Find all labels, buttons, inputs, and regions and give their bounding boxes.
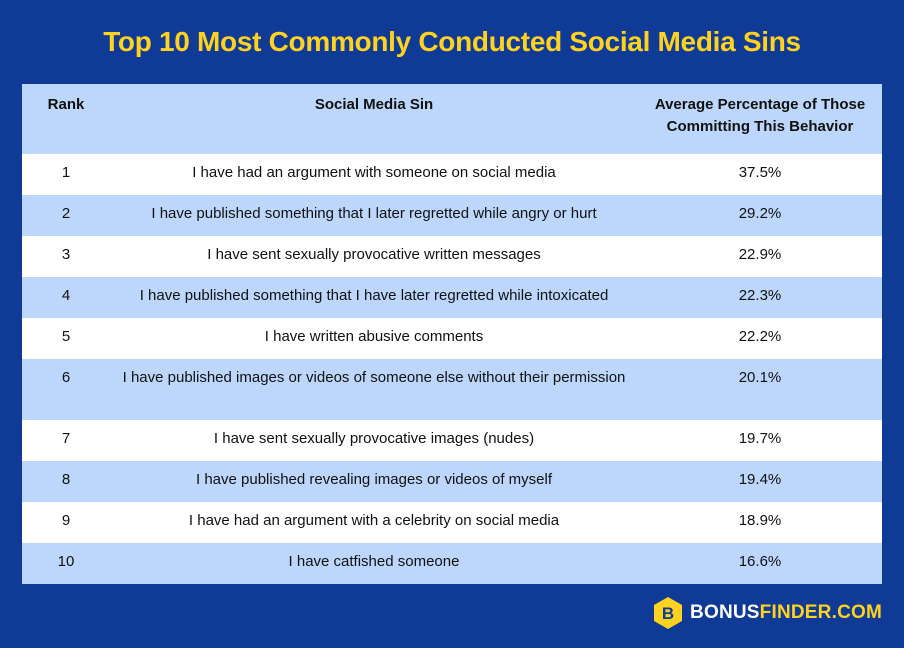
- sin-cell: I have published something that I have l…: [110, 277, 638, 318]
- percentage-cell: 37.5%: [638, 154, 882, 195]
- brand-name: BONUSFINDER.COM: [690, 602, 882, 624]
- sin-cell: I have had an argument with someone on s…: [110, 154, 638, 195]
- rank-cell: 9: [22, 502, 110, 543]
- rank-cell: 7: [22, 420, 110, 461]
- percentage-cell: 19.7%: [638, 420, 882, 461]
- table-header-row: Rank Social Media Sin Average Percentage…: [22, 84, 882, 154]
- brand-logo: B BONUSFINDER.COM: [652, 596, 882, 630]
- rank-cell: 3: [22, 236, 110, 277]
- page-title: Top 10 Most Commonly Conducted Social Me…: [103, 26, 801, 57]
- percentage-cell: 19.4%: [638, 461, 882, 502]
- percentage-cell: 16.6%: [638, 543, 882, 584]
- sin-cell: I have catfished someone: [110, 543, 638, 584]
- header-rank: Rank: [22, 84, 110, 154]
- table-row: 10 I have catfished someone 16.6%: [22, 543, 882, 584]
- sin-cell: I have published images or videos of som…: [110, 359, 638, 420]
- percentage-cell: 22.9%: [638, 236, 882, 277]
- percentage-cell: 22.3%: [638, 277, 882, 318]
- brand-name-part1: BONUS: [690, 602, 760, 623]
- svg-text:B: B: [662, 604, 674, 623]
- sin-cell: I have published something that I later …: [110, 195, 638, 236]
- bonusfinder-logo-icon: B: [654, 597, 683, 629]
- rank-cell: 8: [22, 461, 110, 502]
- rank-cell: 4: [22, 277, 110, 318]
- percentage-cell: 29.2%: [638, 195, 882, 236]
- sin-cell: I have published revealing images or vid…: [110, 461, 638, 502]
- header-percentage: Average Percentage of Those Committing T…: [638, 84, 882, 154]
- rank-cell: 1: [22, 154, 110, 195]
- percentage-cell: 18.9%: [638, 502, 882, 543]
- percentage-cell: 22.2%: [638, 318, 882, 359]
- rank-cell: 10: [22, 543, 110, 584]
- sin-cell: I have sent sexually provocative written…: [110, 236, 638, 277]
- brand-name-part2: FINDER.COM: [759, 602, 882, 623]
- sin-cell: I have sent sexually provocative images …: [110, 420, 638, 461]
- percentage-cell: 20.1%: [638, 359, 882, 420]
- rank-cell: 2: [22, 195, 110, 236]
- sin-cell: I have had an argument with a celebrity …: [110, 502, 638, 543]
- rank-cell: 5: [22, 318, 110, 359]
- sin-cell: I have written abusive comments: [110, 318, 638, 359]
- sins-table: Rank Social Media Sin Average Percentage…: [22, 84, 882, 584]
- header-sin: Social Media Sin: [110, 84, 638, 154]
- rank-cell: 6: [22, 359, 110, 420]
